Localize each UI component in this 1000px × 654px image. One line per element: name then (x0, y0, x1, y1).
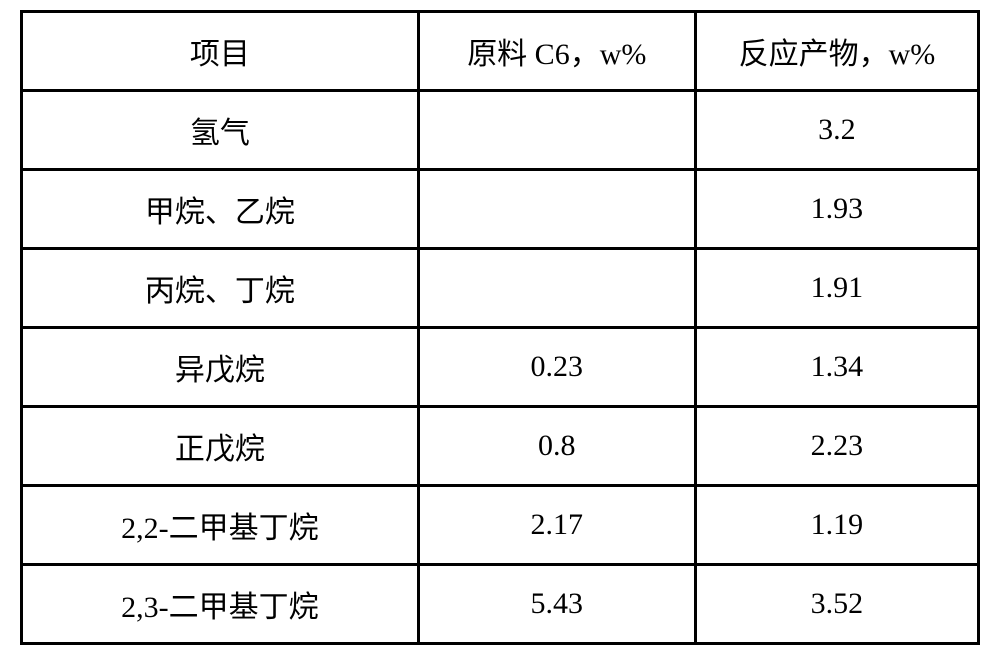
cell-raw: 2.17 (418, 485, 695, 564)
table-row: 异戊烷 0.23 1.34 (22, 327, 979, 406)
cell-item: 2,2-二甲基丁烷 (22, 485, 419, 564)
table-row: 2,2-二甲基丁烷 2.17 1.19 (22, 485, 979, 564)
cell-product: 1.93 (695, 169, 978, 248)
header-raw: 原料 C6，w% (418, 11, 695, 90)
cell-raw: 5.43 (418, 564, 695, 643)
cell-product: 2.23 (695, 406, 978, 485)
cell-item: 正戊烷 (22, 406, 419, 485)
cell-raw: 0.23 (418, 327, 695, 406)
header-product: 反应产物，w% (695, 11, 978, 90)
cell-raw (418, 248, 695, 327)
table-row: 丙烷、丁烷 1.91 (22, 248, 979, 327)
table-row: 甲烷、乙烷 1.93 (22, 169, 979, 248)
cell-product: 3.52 (695, 564, 978, 643)
cell-product: 1.19 (695, 485, 978, 564)
cell-raw (418, 169, 695, 248)
cell-product: 1.91 (695, 248, 978, 327)
cell-product: 1.34 (695, 327, 978, 406)
table-row: 2,3-二甲基丁烷 5.43 3.52 (22, 564, 979, 643)
header-item: 项目 (22, 11, 419, 90)
cell-item: 氢气 (22, 90, 419, 169)
cell-item: 甲烷、乙烷 (22, 169, 419, 248)
cell-item: 2,3-二甲基丁烷 (22, 564, 419, 643)
table-row: 正戊烷 0.8 2.23 (22, 406, 979, 485)
table-header-row: 项目 原料 C6，w% 反应产物，w% (22, 11, 979, 90)
cell-item: 异戊烷 (22, 327, 419, 406)
composition-table: 项目 原料 C6，w% 反应产物，w% 氢气 3.2 甲烷、乙烷 1.93 丙烷… (20, 10, 980, 645)
table-row: 氢气 3.2 (22, 90, 979, 169)
cell-product: 3.2 (695, 90, 978, 169)
cell-raw (418, 90, 695, 169)
cell-raw: 0.8 (418, 406, 695, 485)
cell-item: 丙烷、丁烷 (22, 248, 419, 327)
